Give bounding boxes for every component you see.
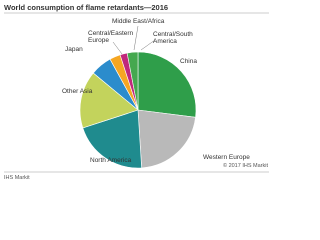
pie-slice <box>137 51 197 118</box>
pie-slice <box>79 72 139 129</box>
slice-label: North America <box>90 157 132 164</box>
leader-line <box>112 41 123 55</box>
copyright: © 2017 IHS Markit <box>222 163 268 169</box>
slice-label: Central/South America <box>153 31 193 45</box>
leader-line <box>133 25 139 51</box>
leader-line <box>140 39 156 51</box>
pie-slice <box>82 109 142 169</box>
source: IHS Markit <box>4 175 30 181</box>
pie-slice <box>137 109 196 169</box>
slice-label: Western Europe <box>203 154 250 161</box>
plot <box>4 12 269 173</box>
chart: World consumption of flame retardants—20… <box>4 3 269 181</box>
slice-label: Other Asia <box>62 88 93 95</box>
chart-title: World consumption of flame retardants—20… <box>4 3 169 12</box>
slice-label: Japan <box>65 46 83 53</box>
slice-label: Middle East/Africa <box>112 18 165 25</box>
slice-label: China <box>180 58 197 65</box>
slice-label: Central/Eastern Europe <box>88 30 134 44</box>
pie-slice <box>126 51 139 111</box>
